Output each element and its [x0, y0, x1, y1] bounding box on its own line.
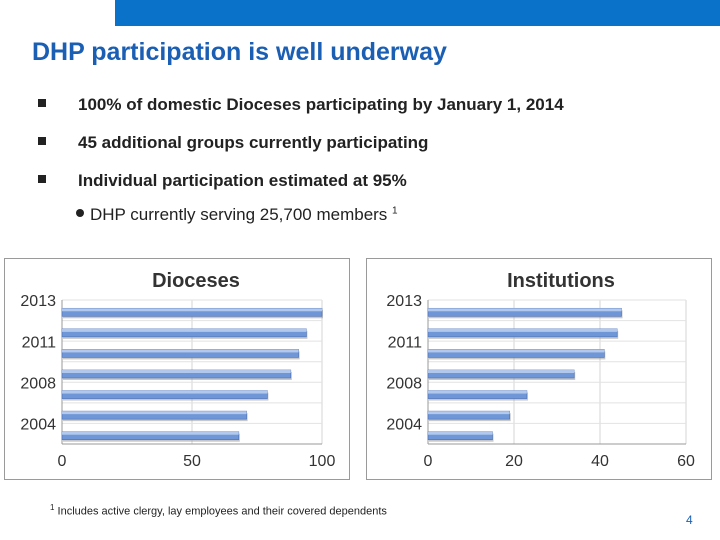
dioceses-chart-svg: Dioceses 0 50 100 2013 2011 2008 2004 [4, 258, 350, 480]
institutions-chart-svg: Institutions 0 20 40 60 2013 2011 2008 2004 [366, 258, 712, 480]
bullet-text: 100% of domestic Dioceses participating … [78, 95, 564, 114]
bar-highlight [62, 390, 268, 394]
bar-highlight [62, 431, 239, 435]
y-tick-label: 2008 [20, 376, 56, 393]
bar-highlight [428, 328, 618, 332]
bar-highlight [62, 349, 299, 353]
bullet-text: 45 additional groups currently participa… [78, 133, 429, 152]
bullet-item: Individual participation estimated at 95… [38, 171, 564, 209]
bar-highlight [428, 431, 493, 435]
y-tick-label: 2004 [20, 417, 56, 434]
bar [427, 307, 622, 317]
bullet-item: 100% of domestic Dioceses participating … [38, 95, 564, 133]
institutions-chart: Institutions 0 20 40 60 2013 2011 2008 2004 [366, 258, 712, 480]
x-tick-label: 0 [58, 453, 67, 470]
x-tick-label: 40 [591, 453, 609, 470]
chart-frame [366, 258, 712, 480]
x-tick-label: 60 [677, 453, 695, 470]
bar-highlight [62, 328, 307, 332]
bar-highlight [62, 370, 291, 373]
sub-bullet: DHP currently serving 25,700 members 1 [76, 205, 398, 225]
chart-title: Dioceses [152, 270, 240, 292]
x-tick-label: 100 [309, 453, 336, 470]
bar [61, 307, 323, 317]
bar-highlight [62, 308, 322, 312]
bar-highlight [62, 411, 247, 415]
bullet-text: Individual participation estimated at 95… [78, 171, 407, 190]
footnote-reference: 1 [392, 205, 398, 217]
bar [61, 390, 268, 399]
y-tick-label: 2004 [386, 417, 422, 434]
slide-title: DHP participation is well underway [32, 38, 447, 66]
bar-highlight [428, 390, 527, 394]
footnote-marker: 1 [50, 503, 55, 512]
y-tick-label: 2013 [20, 293, 56, 310]
page-number: 4 [686, 513, 693, 527]
bar [427, 390, 528, 399]
top-accent-bar [115, 0, 720, 26]
x-tick-label: 20 [505, 453, 523, 470]
round-bullet-icon [76, 209, 84, 217]
x-tick-label: 50 [183, 453, 201, 470]
bullet-item: 45 additional groups currently participa… [38, 133, 564, 171]
bar-highlight [428, 308, 622, 312]
footnote: 1 Includes active clergy, lay employees … [50, 503, 387, 518]
square-bullet-icon [38, 137, 46, 145]
y-tick-label: 2013 [386, 293, 422, 310]
bar-highlight [428, 349, 605, 353]
square-bullet-icon [38, 99, 46, 107]
chart-title: Institutions [507, 270, 615, 292]
bar-highlight [428, 411, 510, 415]
dioceses-chart: Dioceses 0 50 100 2013 2011 2008 2004 [4, 258, 350, 480]
y-tick-label: 2008 [386, 376, 422, 393]
square-bullet-icon [38, 175, 46, 183]
sub-bullet-text: DHP currently serving 25,700 members [90, 205, 388, 224]
bullet-list: 100% of domestic Dioceses participating … [38, 95, 564, 209]
x-tick-label: 0 [424, 453, 433, 470]
y-tick-label: 2011 [22, 334, 57, 351]
footnote-text: Includes active clergy, lay employees an… [57, 505, 387, 518]
y-tick-label: 2011 [388, 334, 423, 351]
bar-highlight [428, 370, 575, 373]
